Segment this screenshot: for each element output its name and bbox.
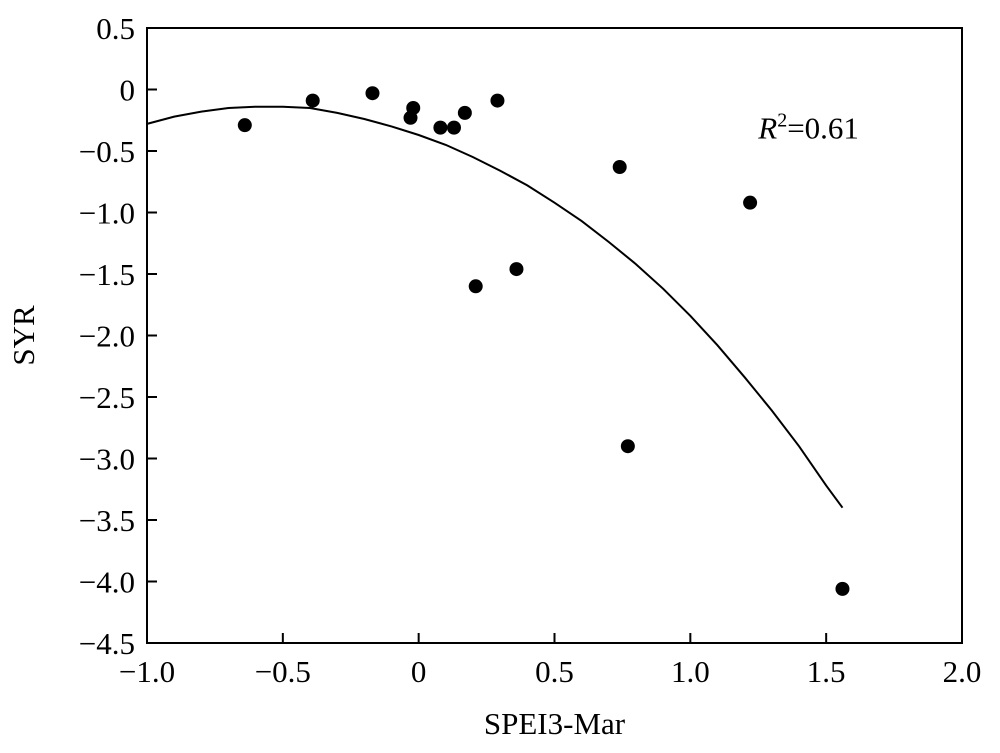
- y-axis-ticks: 0.5 0 −0.5 −1.0 −1.5 −2.0 −2.5 −3.0 −3.5 −4.0 −4.5: [79, 11, 157, 661]
- fit-line: [146, 105, 844, 509]
- r-symbol: R: [757, 111, 777, 146]
- r-squared-value: =0.61: [787, 111, 859, 146]
- y-tick-label: 0.5: [96, 11, 135, 46]
- x-tick-label: 1.0: [671, 654, 710, 689]
- data-point: [446, 120, 461, 135]
- x-tick-label: 0.5: [535, 654, 574, 689]
- x-tick-label: 0: [411, 654, 427, 689]
- data-point: [457, 105, 472, 120]
- y-tick-label: −1.0: [79, 196, 135, 231]
- x-axis-title: SPEI3-Mar: [484, 706, 626, 741]
- data-point: [237, 118, 252, 133]
- x-tick-label: −1.0: [119, 654, 175, 689]
- data-point: [612, 159, 627, 174]
- x-axis-ticks: −1.0 −0.5 0 0.5 1.0 1.5 2.0: [119, 633, 981, 689]
- data-point: [835, 581, 850, 596]
- data-point: [468, 279, 483, 294]
- fit-curve-layer: [146, 105, 844, 509]
- data-points-layer: [237, 86, 850, 596]
- y-tick-label: −2.0: [79, 319, 135, 354]
- x-tick-label: 1.5: [807, 654, 846, 689]
- y-tick-label: −1.5: [79, 257, 135, 292]
- data-point: [305, 93, 320, 108]
- y-tick-label: −4.0: [79, 565, 135, 600]
- data-point: [490, 93, 505, 108]
- y-tick-label: 0: [120, 73, 136, 108]
- x-tick-label: 2.0: [943, 654, 982, 689]
- data-point: [509, 262, 524, 277]
- data-point: [433, 120, 448, 135]
- x-tick-label: −0.5: [255, 654, 311, 689]
- y-tick-label: −3.0: [79, 442, 135, 477]
- y-tick-label: −4.5: [79, 626, 135, 661]
- y-tick-label: −0.5: [79, 134, 135, 169]
- r-superscript: 2: [777, 110, 787, 132]
- y-tick-label: −2.5: [79, 380, 135, 415]
- data-point: [365, 86, 380, 101]
- y-axis-title: SYR: [6, 305, 41, 366]
- data-point: [406, 100, 421, 115]
- r-squared-annotation: R2=0.61: [757, 110, 859, 146]
- data-point: [620, 439, 635, 454]
- y-tick-label: −3.5: [79, 503, 135, 538]
- data-point: [743, 195, 758, 210]
